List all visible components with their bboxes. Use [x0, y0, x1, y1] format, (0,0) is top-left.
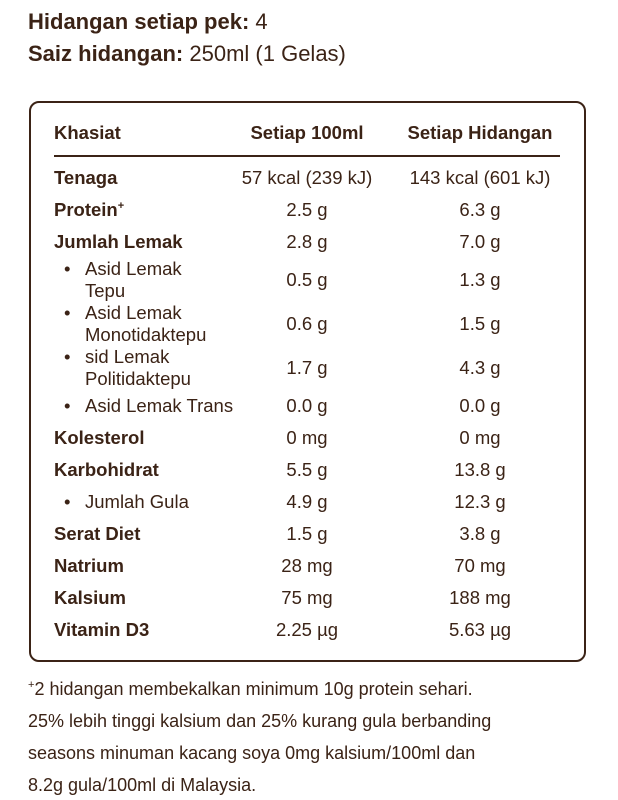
label-text: Tenaga [54, 166, 118, 188]
label-text: Asid Lemak [85, 257, 182, 279]
per-100ml: 2.8 g [286, 230, 328, 252]
row-label: Karbohidrat [54, 458, 159, 480]
row-label: Asid Lemak Trans [85, 394, 234, 416]
per-serving: 0.0 g [459, 394, 501, 416]
label-text: Tepu [85, 279, 126, 301]
bullet: • [64, 394, 71, 416]
bullet: • [64, 257, 71, 279]
row-label: Monotidaktepu [85, 323, 207, 345]
label-text: Protein [54, 198, 118, 220]
row-label: Asid Lemak [85, 257, 182, 279]
per-serving: 13.8 g [454, 458, 506, 480]
label-text: Karbohidrat [54, 458, 159, 480]
bullet: • [64, 345, 71, 367]
label-marker: + [117, 199, 125, 212]
per-100ml: 28 mg [281, 554, 333, 576]
label-text: Jumlah Gula [85, 490, 189, 512]
per-serving: 7.0 g [459, 230, 501, 252]
row-label: Asid Lemak [85, 301, 182, 323]
serving-size: Saiz hidangan: 250ml (1 Gelas) [28, 43, 346, 65]
per-100ml: 0.5 g [286, 268, 328, 290]
per-serving: 1.3 g [459, 268, 501, 290]
bullet: • [64, 301, 71, 323]
row-label: Protein+ [54, 198, 125, 220]
per-100ml: 0.0 g [286, 394, 328, 416]
label-text: Asid Lemak Trans [85, 394, 234, 416]
label-text: Serat Diet [54, 522, 141, 544]
value: 4 [255, 9, 268, 34]
per-100ml: 75 mg [281, 586, 333, 608]
row-label: Politidaktepu [85, 367, 191, 389]
row-label: Tenaga [54, 166, 118, 188]
label: Hidangan setiap pek: [28, 9, 250, 34]
footnote-line: 25% lebih tinggi kalsium dan 25% kurang … [28, 711, 492, 731]
table-frame [29, 101, 586, 662]
footnote-line: 8.2g gula/100ml di Malaysia. [28, 775, 257, 795]
label-text: Kolesterol [54, 426, 145, 448]
column-header: Setiap 100ml [250, 121, 364, 143]
per-serving: 0 mg [459, 426, 501, 448]
per-100ml: 1.7 g [286, 356, 328, 378]
header-rule [54, 155, 560, 157]
per-100ml: 4.9 g [286, 490, 328, 512]
per-100ml: 2.25 µg [275, 618, 339, 640]
row-label: Tepu [85, 279, 126, 301]
label-text: Jumlah Lemak [54, 230, 183, 252]
footnote-line: seasons minuman kacang soya 0mg kalsium/… [28, 743, 476, 763]
label-text: Natrium [54, 554, 124, 576]
label-text: sid Lemak [85, 345, 170, 367]
row-label: Kalsium [54, 586, 126, 608]
per-serving: 6.3 g [459, 198, 501, 220]
per-serving: 5.63 µg [448, 618, 512, 640]
column-header: Setiap Hidangan [407, 121, 553, 143]
label-text: Politidaktepu [85, 367, 191, 389]
per-serving: 1.5 g [459, 312, 501, 334]
label: Saiz hidangan: [28, 41, 184, 66]
value: 250ml (1 Gelas) [189, 41, 346, 66]
label-text: Vitamin D3 [54, 618, 150, 640]
per-serving: 12.3 g [454, 490, 506, 512]
per-100ml: 57 kcal (239 kJ) [241, 166, 373, 188]
label-text: Monotidaktepu [85, 323, 207, 345]
per-100ml: 1.5 g [286, 522, 328, 544]
per-serving: 70 mg [454, 554, 506, 576]
label-text: Kalsium [54, 586, 126, 608]
row-label: Natrium [54, 554, 124, 576]
bullet: • [64, 490, 71, 512]
per-serving: 188 mg [449, 586, 511, 608]
row-label: sid Lemak [85, 345, 170, 367]
per-serving: 143 kcal (601 kJ) [409, 166, 551, 188]
footnote-marker: + [28, 679, 35, 691]
footnote-line: +2 hidangan membekalkan minimum 10g prot… [28, 679, 473, 699]
per-serving: 4.3 g [459, 356, 501, 378]
per-100ml: 0.6 g [286, 312, 328, 334]
label-text: Asid Lemak [85, 301, 182, 323]
per-100ml: 5.5 g [286, 458, 328, 480]
row-label: Jumlah Gula [85, 490, 189, 512]
servings-per-pack: Hidangan setiap pek: 4 [28, 11, 268, 33]
column-header: Khasiat [54, 121, 121, 143]
per-100ml: 0 mg [286, 426, 328, 448]
per-serving: 3.8 g [459, 522, 501, 544]
row-label: Vitamin D3 [54, 618, 150, 640]
per-100ml: 2.5 g [286, 198, 328, 220]
row-label: Serat Diet [54, 522, 141, 544]
text: 2 hidangan membekalkan minimum 10g prote… [34, 679, 473, 699]
row-label: Kolesterol [54, 426, 145, 448]
row-label: Jumlah Lemak [54, 230, 183, 252]
